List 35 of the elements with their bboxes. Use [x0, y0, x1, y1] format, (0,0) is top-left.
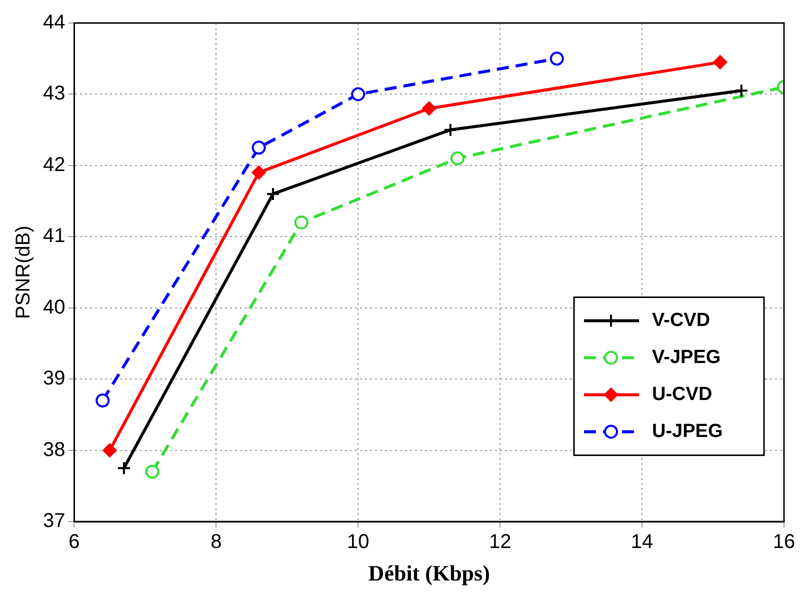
point	[116, 461, 131, 476]
point	[550, 52, 564, 66]
point	[145, 464, 160, 479]
x-tick-label: 16	[772, 531, 796, 554]
point	[734, 84, 748, 98]
point	[713, 55, 728, 70]
point	[351, 87, 366, 102]
y-tick-label: 41	[42, 225, 66, 248]
y-tick-label: 43	[42, 82, 66, 105]
y-tick-label: 42	[42, 154, 66, 176]
x-tick-label: 10	[347, 531, 370, 554]
x-tick-label: 14	[630, 531, 654, 554]
point	[450, 151, 465, 166]
point	[102, 443, 117, 458]
point	[252, 140, 266, 155]
x-tick-label: 8	[210, 531, 222, 554]
point	[443, 122, 458, 137]
point	[294, 215, 308, 230]
legend-label: U-CVD	[652, 384, 712, 405]
point	[252, 166, 266, 180]
legend-label: U-JPEG	[652, 420, 723, 442]
point	[266, 186, 280, 201]
y-tick-label: 38	[42, 438, 66, 461]
y-tick-label: 39	[42, 368, 66, 390]
y-tick-label: 40	[42, 296, 66, 318]
x-tick-label: 6	[68, 531, 80, 554]
x-tick-label: 12	[488, 531, 512, 554]
legend-label: V-CVD	[652, 310, 710, 331]
y-tick-label: 44	[42, 12, 66, 34]
point	[422, 101, 436, 116]
point	[96, 394, 110, 408]
x-axis-title: Débit (Kbps)	[368, 560, 490, 586]
y-axis-title: PSNR(dB)	[12, 226, 35, 319]
y-tick-label: 37	[42, 510, 66, 532]
legend-label: V-JPEG	[652, 346, 721, 368]
